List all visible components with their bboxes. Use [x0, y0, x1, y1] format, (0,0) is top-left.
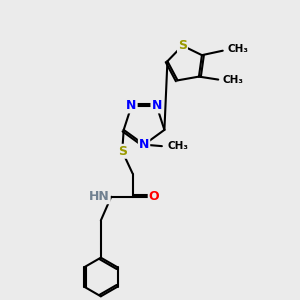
- Text: CH₃: CH₃: [223, 75, 244, 85]
- Text: S: S: [178, 39, 187, 52]
- Text: HN: HN: [89, 190, 110, 203]
- Text: N: N: [126, 99, 137, 112]
- Text: N: N: [152, 99, 162, 112]
- Text: N: N: [139, 138, 149, 151]
- Text: CH₃: CH₃: [168, 141, 189, 151]
- Text: S: S: [118, 145, 127, 158]
- Text: O: O: [149, 190, 159, 203]
- Text: CH₃: CH₃: [227, 44, 248, 54]
